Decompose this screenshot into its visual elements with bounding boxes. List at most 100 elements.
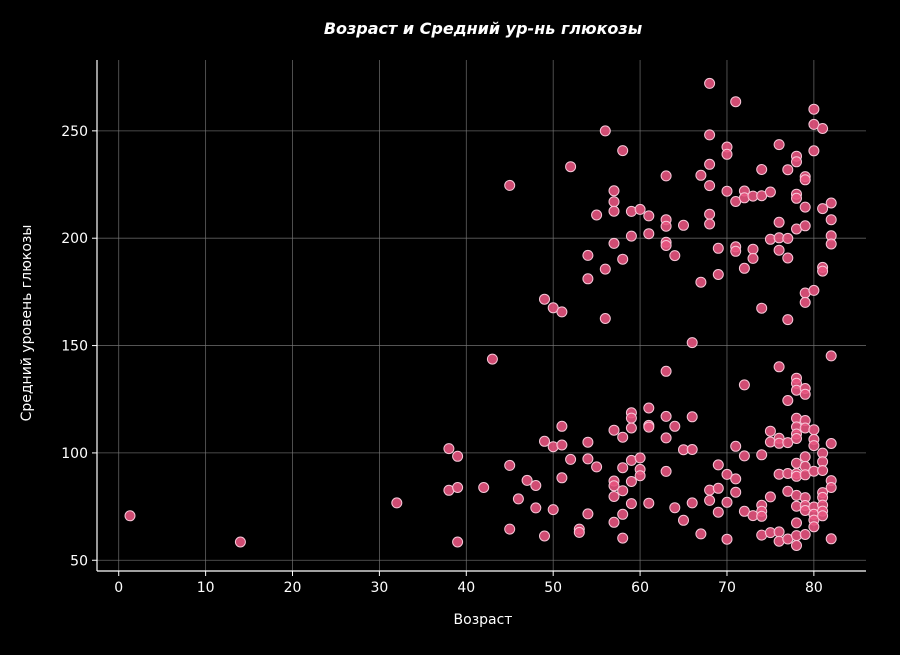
scatter-point (617, 508, 629, 520)
y-tick-label: 200 (61, 231, 88, 247)
scatter-point (704, 218, 716, 230)
scatter-point (747, 252, 759, 264)
scatter-point (599, 125, 611, 137)
scatter-point (678, 219, 689, 231)
scatter-point (712, 506, 724, 518)
scatter-point (582, 436, 594, 448)
scatter-point (791, 433, 802, 444)
scatter-point (617, 485, 629, 497)
scatter-point (756, 164, 768, 175)
scatter-point (817, 265, 829, 277)
scatter-point (825, 197, 837, 209)
y-tick-label: 250 (61, 124, 88, 140)
scatter-point (124, 510, 136, 522)
scatter-point (704, 158, 716, 170)
scatter-point (643, 402, 655, 414)
scatter-point (721, 148, 733, 160)
scatter-point (738, 450, 750, 462)
scatter-point (521, 474, 533, 486)
scatter-point (539, 435, 550, 447)
scatter-point (825, 438, 837, 449)
scatter-point (452, 536, 464, 548)
scatter-point (634, 452, 646, 464)
scatter-point (582, 453, 594, 465)
scatter-point (712, 482, 724, 494)
scatter-point (825, 533, 837, 545)
scatter-point (486, 353, 498, 365)
scatter-point (504, 179, 516, 191)
scatter-point (799, 220, 811, 232)
scatter-point (643, 421, 655, 433)
x-tick-label: 60 (631, 580, 649, 596)
scatter-point (582, 273, 594, 285)
scatter-point (730, 245, 742, 257)
scatter-point (617, 253, 629, 265)
scatter-point (695, 528, 707, 540)
scatter-point (808, 284, 820, 296)
scatter-point (643, 228, 655, 240)
scatter-point (608, 185, 620, 197)
scatter-point (738, 379, 750, 391)
scatter-point (504, 523, 516, 535)
scatter-point (660, 220, 672, 232)
scatter-point (686, 411, 698, 423)
scatter-point (721, 185, 733, 197)
scatter-point (791, 156, 802, 168)
scatter-point (617, 532, 629, 544)
scatter-point (799, 388, 811, 400)
scatter-point (817, 203, 829, 215)
scatter-point (782, 485, 794, 497)
scatter-point (756, 302, 768, 314)
scatter-point (608, 205, 620, 217)
scatter-point (669, 420, 681, 432)
scatter-point (608, 516, 620, 528)
scatter-point (582, 249, 594, 261)
y-tick-label: 100 (61, 446, 88, 462)
scatter-point (782, 232, 794, 244)
scatter-point (625, 498, 637, 510)
scatter-point (764, 425, 776, 437)
axes: 0 10 20 30 40 50 60 70 80 50 100 150 200 250 (61, 60, 866, 596)
scatter-point (773, 244, 785, 256)
x-tick-label: 40 (457, 580, 475, 596)
scatter-point (617, 145, 629, 157)
scatter-point (512, 493, 524, 505)
scatter-point (608, 196, 620, 208)
scatter-point (504, 459, 516, 471)
scatter-point (608, 491, 620, 502)
scatter-point (730, 473, 742, 485)
y-axis-label: Средний уровень глюкозы (19, 225, 35, 422)
scatter-point (738, 262, 750, 274)
scatter-point (478, 482, 490, 493)
x-tick-label: 10 (197, 580, 215, 596)
y-tick-label: 50 (70, 553, 88, 569)
scatter-point (643, 497, 655, 509)
scatter-point (825, 482, 837, 493)
x-tick-label: 70 (718, 580, 736, 596)
chart-title: Возраст и Средний ур-нь глюкозы (324, 19, 643, 38)
scatter-point (599, 313, 611, 324)
scatter-point (738, 505, 750, 517)
scatter-point (712, 242, 724, 254)
scatter-point (625, 412, 637, 424)
scatter-point (747, 243, 759, 255)
scatter-point (712, 269, 724, 280)
scatter-point (773, 139, 785, 151)
scatter-point (808, 118, 820, 130)
scatter-point (565, 453, 577, 465)
x-tick-label: 30 (370, 580, 388, 596)
scatter-point (660, 170, 672, 182)
scatter-point (808, 145, 820, 157)
scatter-point (808, 424, 820, 436)
x-tick-label: 50 (544, 580, 562, 596)
scatter-point (704, 180, 716, 192)
scatter-point (825, 214, 837, 226)
scatter-point (573, 526, 585, 538)
scatter-point (825, 350, 837, 362)
scatter-point (608, 237, 620, 249)
scatter-point (660, 432, 672, 444)
scatter-point (782, 314, 794, 326)
scatter-point (782, 395, 794, 406)
scatter-point (591, 209, 603, 221)
scatter-point (660, 410, 672, 422)
